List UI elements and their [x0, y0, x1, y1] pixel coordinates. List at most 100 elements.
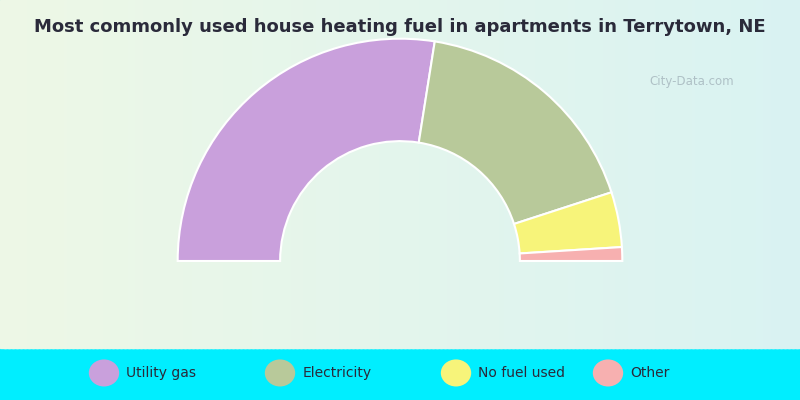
Bar [540, 0, 546, 348]
Bar [472, 0, 478, 348]
Bar [8, 0, 14, 348]
Bar [408, 0, 414, 348]
Bar [656, 0, 662, 348]
Bar [544, 0, 550, 348]
Bar [244, 0, 250, 348]
Bar [448, 0, 454, 348]
Bar [92, 0, 98, 348]
Bar [36, 0, 42, 348]
Bar [276, 0, 282, 348]
Bar [140, 0, 146, 348]
Bar [516, 0, 522, 348]
Bar [728, 0, 734, 348]
Wedge shape [178, 39, 434, 261]
Bar [764, 0, 770, 348]
Bar [60, 0, 66, 348]
Bar [260, 0, 266, 348]
Bar [224, 0, 230, 348]
Bar [48, 0, 54, 348]
Bar [720, 0, 726, 348]
Bar [340, 0, 346, 348]
Bar [312, 0, 318, 348]
Bar [300, 0, 306, 348]
Bar [212, 0, 218, 348]
Bar [148, 0, 154, 348]
Bar [760, 0, 766, 348]
Bar [684, 0, 690, 348]
Bar [168, 0, 174, 348]
Bar [316, 0, 322, 348]
Bar [80, 0, 86, 348]
Bar [292, 0, 298, 348]
Bar [772, 0, 778, 348]
Bar [128, 0, 134, 348]
Bar [432, 0, 438, 348]
Bar [568, 0, 574, 348]
Bar [180, 0, 186, 348]
Bar [308, 0, 314, 348]
Bar [392, 0, 398, 348]
Bar [668, 0, 674, 348]
Bar [600, 0, 606, 348]
Bar [496, 0, 502, 348]
Bar [332, 0, 338, 348]
Bar [376, 0, 382, 348]
Bar [552, 0, 558, 348]
Bar [64, 0, 70, 348]
Bar [132, 0, 138, 348]
Bar [192, 0, 198, 348]
Bar [264, 0, 270, 348]
Bar [72, 0, 78, 348]
Bar [680, 0, 686, 348]
Bar [672, 0, 678, 348]
Bar [456, 0, 462, 348]
Bar [628, 0, 634, 348]
Bar [104, 0, 110, 348]
Bar [288, 0, 294, 348]
Bar [784, 0, 790, 348]
Bar [320, 0, 326, 348]
Bar [420, 0, 426, 348]
Bar [768, 0, 774, 348]
Bar [84, 0, 90, 348]
Bar [588, 0, 594, 348]
Bar [368, 0, 374, 348]
Bar [396, 0, 402, 348]
Bar [336, 0, 342, 348]
Bar [640, 0, 646, 348]
Bar [428, 0, 434, 348]
Bar [500, 0, 506, 348]
Bar [0, 0, 6, 348]
Bar [152, 0, 158, 348]
Bar [156, 0, 162, 348]
Bar [4, 0, 10, 348]
Bar [372, 0, 378, 348]
Bar [284, 0, 290, 348]
Ellipse shape [441, 360, 471, 386]
Bar [108, 0, 114, 348]
Bar [484, 0, 490, 348]
Bar [660, 0, 666, 348]
Bar [572, 0, 578, 348]
Bar [556, 0, 562, 348]
Bar [548, 0, 554, 348]
Wedge shape [418, 42, 611, 224]
Bar [136, 0, 142, 348]
Bar [688, 0, 694, 348]
Bar [40, 0, 46, 348]
Bar [348, 0, 354, 348]
Bar [272, 0, 278, 348]
Bar [268, 0, 274, 348]
Bar [724, 0, 730, 348]
Bar [536, 0, 542, 348]
Bar [220, 0, 226, 348]
Bar [584, 0, 590, 348]
Bar [576, 0, 582, 348]
Bar [416, 0, 422, 348]
Bar [464, 0, 470, 348]
Wedge shape [520, 247, 622, 261]
Bar [644, 0, 650, 348]
Bar [460, 0, 466, 348]
Bar [28, 0, 34, 348]
Bar [716, 0, 722, 348]
